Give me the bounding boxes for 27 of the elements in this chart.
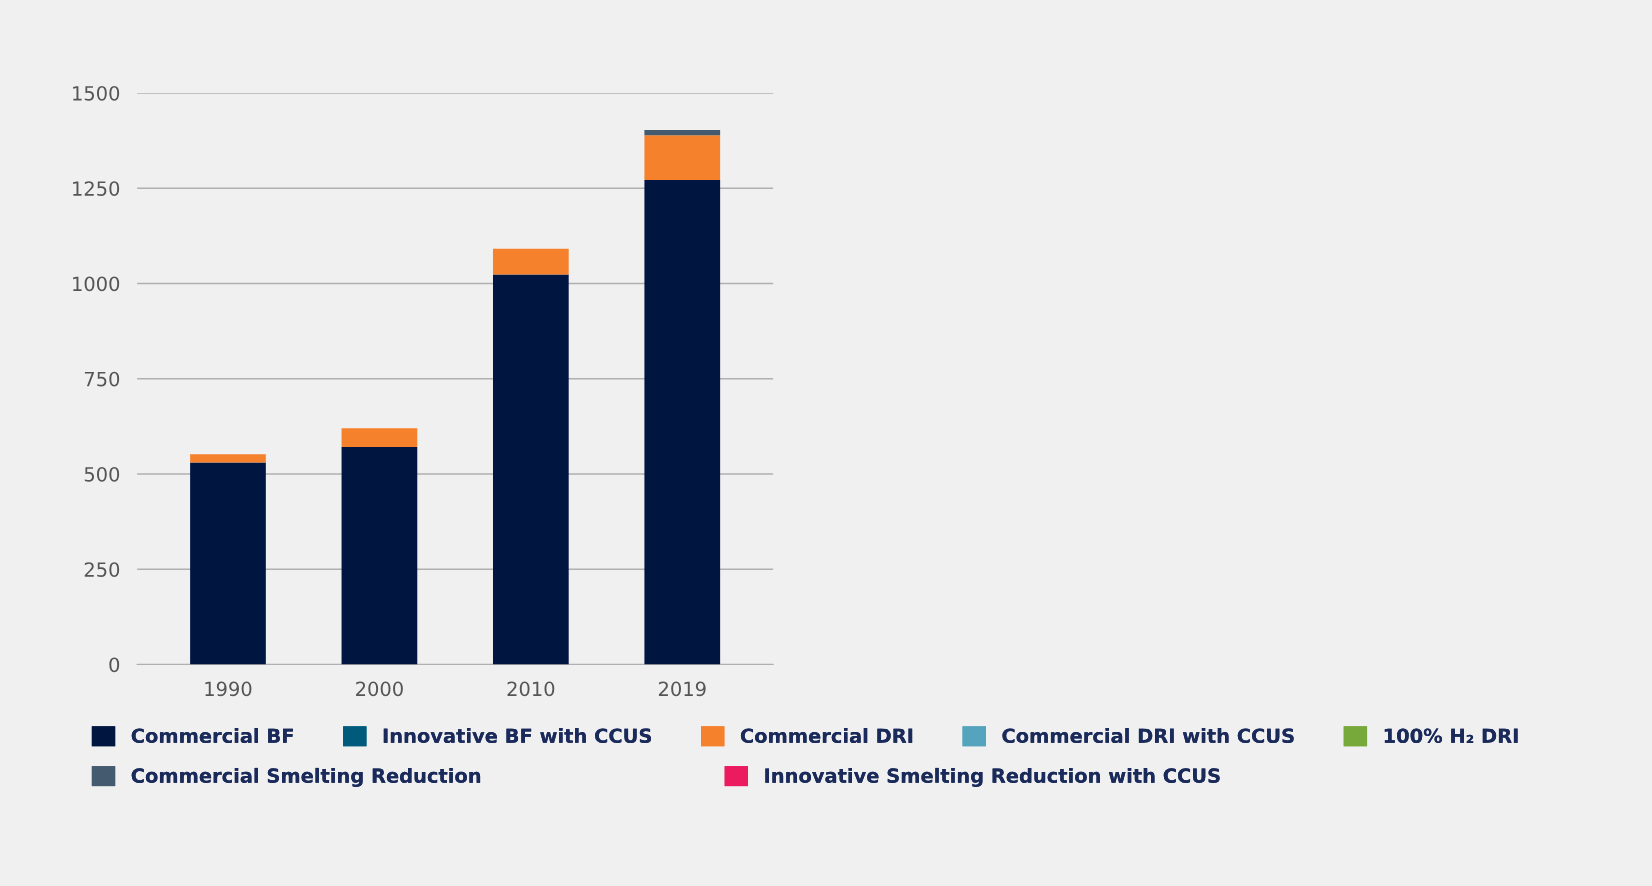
bar xyxy=(341,428,418,447)
legend-label: 100% H₂ DRI xyxy=(1384,728,1518,744)
legend-label: Commercial DRI xyxy=(740,728,913,744)
x-tick-label: 2010 xyxy=(507,681,555,697)
bar xyxy=(644,129,721,136)
bar xyxy=(644,179,721,665)
y-tick-label: 1250 xyxy=(73,181,120,196)
bar xyxy=(492,248,569,275)
x-tick-label: 2000 xyxy=(356,681,403,697)
legend-label: Commercial DRI with CCUS xyxy=(1002,728,1294,744)
bar xyxy=(492,274,569,665)
y-tick-label: 750 xyxy=(84,371,120,387)
y-tick-label: 1000 xyxy=(73,276,120,292)
y-tick-label: 0 xyxy=(109,657,120,673)
bar xyxy=(190,454,266,463)
legend-label: Innovative BF with CCUS xyxy=(383,728,651,744)
y-tick-label: 250 xyxy=(84,562,120,577)
y-tick-label: 500 xyxy=(84,466,120,482)
legend-label: Commercial BF xyxy=(131,728,293,744)
legend-label: Innovative Smelting Reduction with CCUS xyxy=(765,767,1220,787)
x-tick-label: 2019 xyxy=(658,681,706,697)
x-tick-label: 1990 xyxy=(205,681,252,697)
bar xyxy=(190,462,266,665)
legend-label: Commercial Smelting Reduction xyxy=(131,767,481,787)
y-tick-label: 1500 xyxy=(73,85,120,101)
bar xyxy=(341,446,418,665)
bar xyxy=(644,135,721,180)
